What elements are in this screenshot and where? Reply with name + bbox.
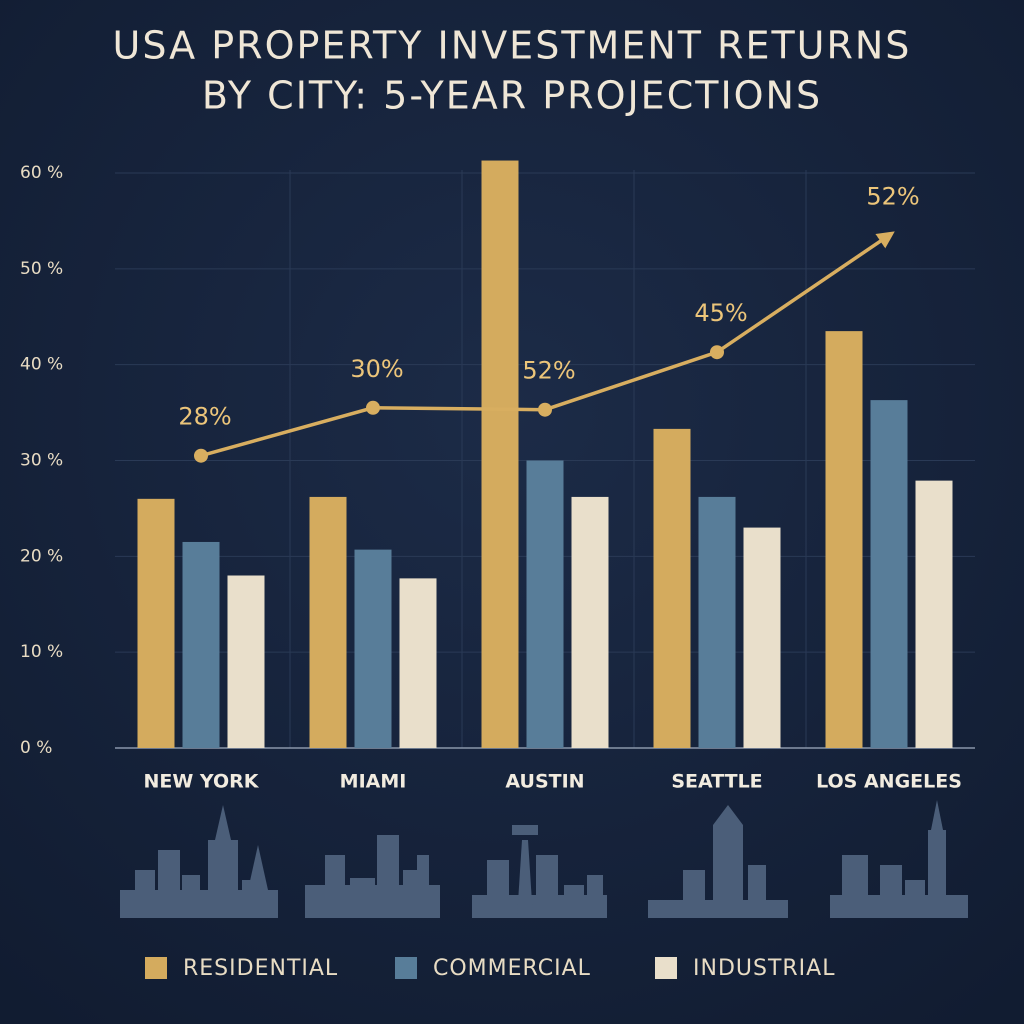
legend-swatch — [145, 957, 167, 979]
y-tick-label: 40 % — [20, 355, 63, 375]
trend-point — [538, 402, 552, 417]
bar — [526, 460, 564, 748]
y-tick-label: 20 % — [20, 546, 63, 566]
bar — [915, 480, 953, 748]
bar — [743, 527, 781, 748]
bar — [825, 331, 863, 748]
chart-title: USA PROPERTY INVESTMENT RETURNS — [113, 24, 912, 68]
x-tick-label: LOS ANGELES — [816, 771, 962, 793]
x-tick-label: MIAMI — [340, 771, 407, 793]
y-tick-label: 0 % — [20, 738, 52, 758]
bar — [227, 575, 265, 748]
bar — [309, 496, 347, 748]
annotation: 45% — [694, 299, 747, 327]
legend-label: INDUSTRIAL — [693, 956, 835, 981]
y-tick-label: 50 % — [20, 259, 63, 279]
y-tick-label: 60 % — [20, 163, 63, 183]
bar — [653, 428, 691, 748]
trend-point — [194, 448, 208, 463]
trend-point — [710, 345, 724, 360]
annotation: 30% — [350, 355, 403, 383]
trend-point — [366, 400, 380, 415]
bar — [399, 578, 437, 748]
legend-label: RESIDENTIAL — [183, 956, 338, 981]
bar — [182, 541, 220, 748]
y-tick-label: 10 % — [20, 642, 63, 662]
bar — [870, 400, 908, 748]
legend-swatch — [395, 957, 417, 979]
y-tick-label: 30 % — [20, 451, 63, 471]
chart-title: BY CITY: 5-YEAR PROJECTIONS — [202, 74, 822, 118]
x-tick-label: AUSTIN — [505, 771, 584, 793]
bar — [571, 496, 609, 748]
x-tick-label: SEATTLE — [671, 771, 762, 793]
x-tick-label: NEW YORK — [143, 771, 259, 793]
annotation: 52% — [866, 182, 919, 210]
bar — [354, 549, 392, 748]
annotation: 28% — [178, 403, 231, 431]
bar — [481, 160, 519, 748]
legend-swatch — [655, 957, 677, 979]
legend-label: COMMERCIAL — [433, 956, 591, 981]
annotation: 52% — [522, 357, 575, 385]
skylines — [120, 800, 968, 918]
bar — [137, 498, 175, 748]
bar — [698, 496, 736, 748]
